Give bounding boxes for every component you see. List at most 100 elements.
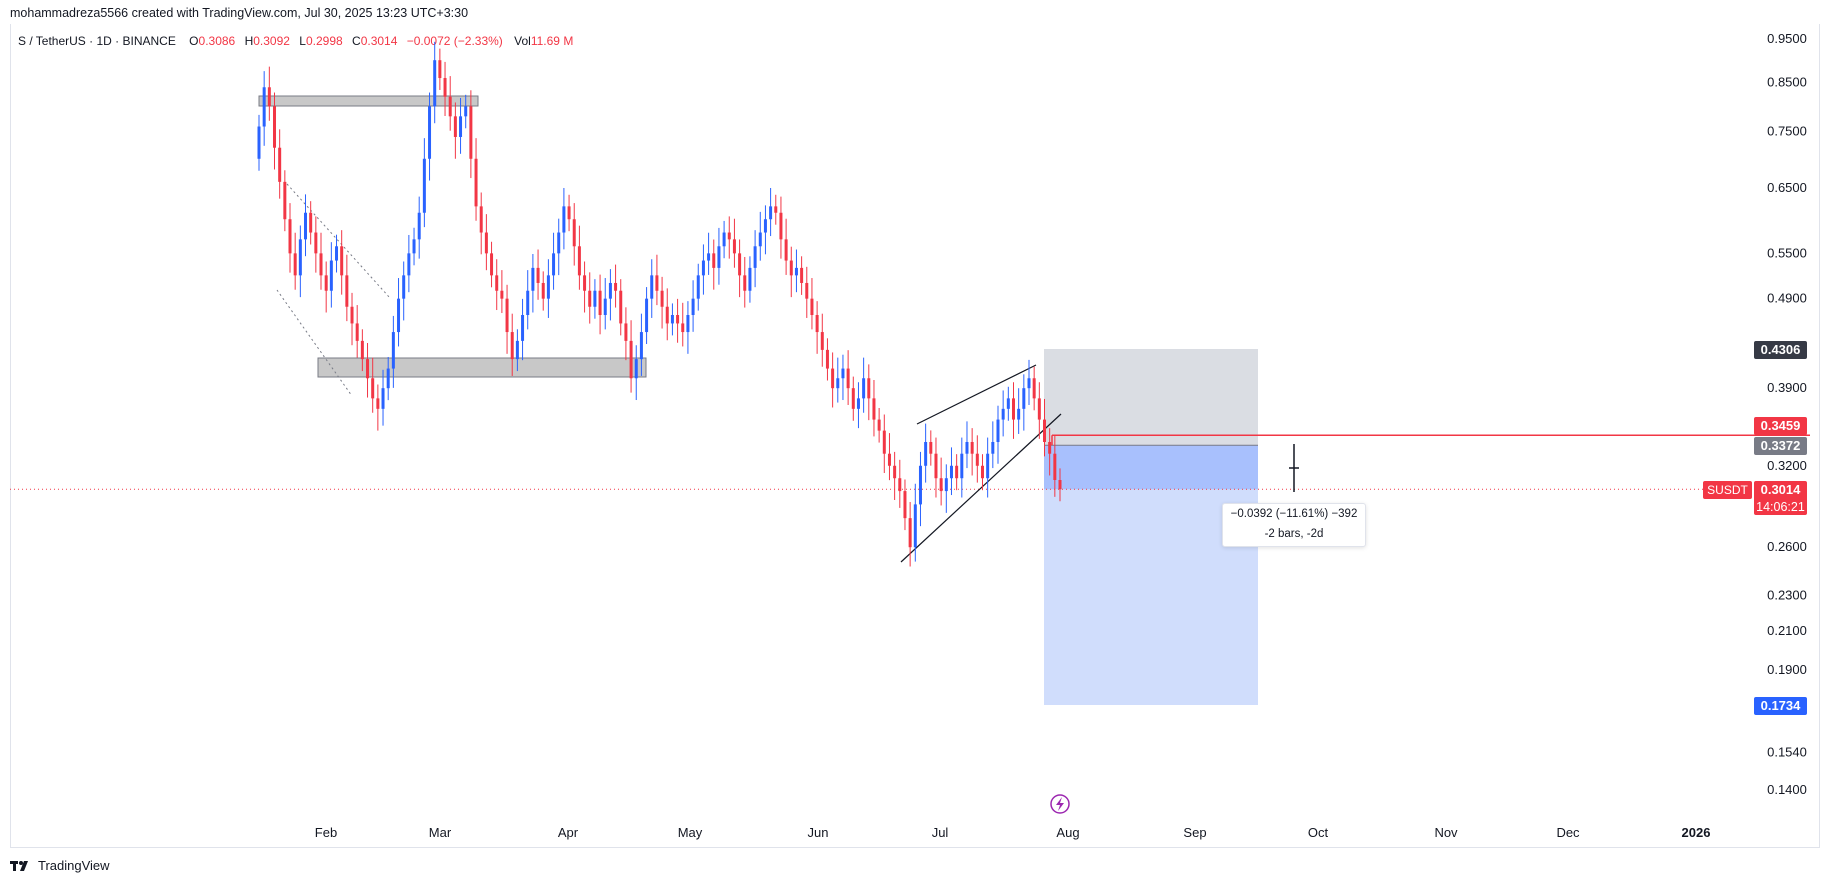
- candle-body: [319, 253, 323, 276]
- candle-body: [970, 441, 974, 454]
- candle-body: [572, 219, 576, 247]
- candle-body: [376, 398, 380, 409]
- candle-body: [810, 298, 814, 316]
- candle-body: [335, 246, 339, 261]
- candle-body: [546, 275, 550, 299]
- price-axis-label: 0.9500: [1767, 31, 1807, 46]
- price-axis-label: 0.2300: [1767, 587, 1807, 602]
- candle-body: [428, 106, 432, 159]
- candle-body: [521, 315, 525, 341]
- candle-body: [515, 340, 519, 360]
- candle-body: [1027, 378, 1031, 389]
- candle-body: [820, 332, 824, 350]
- footer-brand[interactable]: TradingView: [10, 858, 110, 873]
- candle-body: [309, 212, 313, 233]
- candle-body: [443, 78, 447, 97]
- legend-low-value: 0.2998: [305, 34, 343, 48]
- candle-body: [278, 147, 282, 182]
- time-axis-label: Sep: [1183, 825, 1206, 840]
- lightning-bolt-icon: [1056, 797, 1064, 811]
- candle-body: [846, 368, 850, 389]
- candle-body: [645, 298, 649, 333]
- candle-body: [986, 453, 990, 479]
- candle-body: [288, 219, 292, 254]
- time-axis-label: May: [678, 825, 703, 840]
- candle-body: [1032, 378, 1036, 399]
- candle-body: [1006, 398, 1010, 409]
- time-axis-label: Dec: [1556, 825, 1580, 840]
- candle-body: [464, 106, 468, 117]
- price-axis-label: 0.1400: [1767, 782, 1807, 797]
- candle-body: [593, 290, 597, 307]
- candle-body: [505, 298, 509, 333]
- candle-body: [557, 232, 561, 254]
- candle-body: [980, 465, 984, 479]
- candle-body: [1053, 453, 1057, 481]
- candle-body: [407, 253, 411, 276]
- candle-body: [453, 116, 457, 137]
- candle-body: [670, 315, 674, 324]
- candle-body: [893, 465, 897, 479]
- candle-body: [598, 290, 602, 316]
- candle-body: [1017, 408, 1021, 420]
- candle-body: [329, 260, 333, 291]
- candle-body: [639, 332, 643, 360]
- candle-body: [324, 275, 328, 291]
- time-axis-label: Oct: [1308, 825, 1329, 840]
- candle-body: [676, 315, 680, 324]
- measure-change: −0.0392 (−11.61%) −392: [1230, 508, 1358, 520]
- time-axis-label: Feb: [315, 825, 337, 840]
- candle-body: [577, 246, 581, 276]
- candle-body: [872, 398, 876, 420]
- candle-body: [975, 453, 979, 466]
- price-axis-label: 0.1540: [1767, 745, 1807, 760]
- measure-tooltip: −0.0392 (−11.61%) −392 -2 bars, -2d: [1222, 503, 1366, 547]
- candle-body: [655, 275, 659, 291]
- candle-body: [608, 282, 612, 299]
- price-tag-target-bottom: 0.1734: [1754, 697, 1807, 715]
- legend-symbol[interactable]: S / TetherUS · 1D · BINANCE: [18, 34, 176, 48]
- position-stop-zone: [1044, 349, 1258, 446]
- candle-body: [1022, 388, 1026, 409]
- candle-body: [588, 290, 592, 307]
- time-axis-label: Jul: [932, 825, 949, 840]
- candle-body: [355, 323, 359, 341]
- candle-body: [345, 275, 349, 307]
- candle-body: [619, 290, 623, 324]
- candle-body: [784, 239, 788, 261]
- price-axis-label: 0.6500: [1767, 180, 1807, 195]
- candle-body: [552, 253, 556, 276]
- candle-body: [758, 232, 762, 247]
- price-tag-entry: 0.3372: [1754, 437, 1807, 455]
- symbol-tag: SUSDT: [1703, 481, 1752, 499]
- candle-body: [402, 275, 406, 299]
- candle-body: [412, 239, 416, 254]
- time-axis-label: Aug: [1056, 825, 1079, 840]
- attribution-header: mohammadreza5566 created with TradingVie…: [10, 6, 469, 20]
- candle-body: [531, 267, 535, 291]
- candle-body: [562, 206, 566, 233]
- candle-body: [433, 60, 437, 107]
- candle-body: [696, 275, 700, 299]
- candle-body: [862, 378, 866, 399]
- candle-body: [929, 441, 933, 454]
- legend-open-value: 0.3086: [198, 34, 236, 48]
- channel-line-lower: [276, 289, 353, 397]
- candle-body: [960, 453, 964, 479]
- candle-body: [1001, 408, 1005, 420]
- candle-body: [800, 267, 804, 283]
- legend-high-value: 0.3092: [253, 34, 290, 48]
- chart-pane[interactable]: [10, 24, 1820, 848]
- candle-body: [774, 206, 778, 213]
- candle-body: [583, 275, 587, 291]
- candle-body: [634, 359, 638, 379]
- price-axis-label: 0.8500: [1767, 75, 1807, 90]
- time-axis-label: 2026: [1682, 825, 1711, 840]
- candle-body: [1058, 480, 1062, 490]
- candle-body: [965, 441, 969, 454]
- price-tag-last: 0.3014: [1754, 481, 1807, 499]
- candle-body: [686, 315, 690, 333]
- ohlc-legend[interactable]: S / TetherUS · 1D · BINANCE O0.3086 H0.3…: [18, 34, 573, 48]
- candle-body: [567, 206, 571, 220]
